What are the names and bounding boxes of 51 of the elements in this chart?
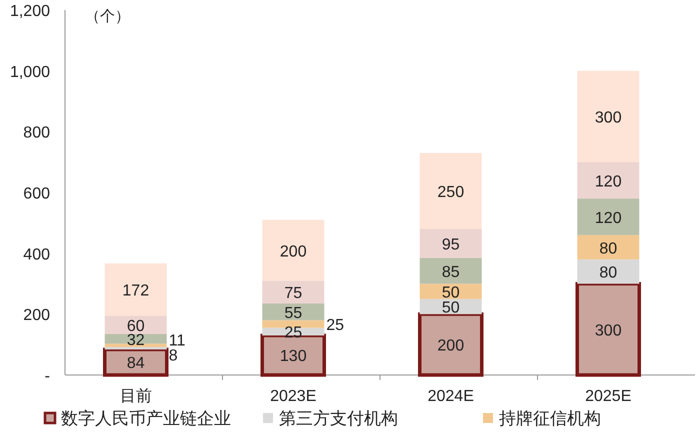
bar	[420, 152, 482, 229]
y-tick-label: 1,000	[10, 64, 50, 81]
y-tick-label: 600	[23, 186, 50, 202]
bar	[577, 259, 640, 284]
data-label: 200	[437, 338, 464, 355]
data-label: 300	[594, 109, 622, 126]
x-tick-label: 2025E	[585, 388, 632, 405]
data-label: 172	[122, 282, 150, 300]
data-label: 11	[168, 332, 186, 350]
bar	[262, 304, 324, 320]
data-label: 75	[284, 285, 302, 302]
bar	[262, 280, 324, 304]
y-tick-label: 1,200	[10, 3, 50, 20]
bar	[104, 263, 167, 316]
data-label: 300	[594, 322, 622, 340]
bar	[262, 320, 324, 328]
y-tick-label: 800	[23, 124, 50, 142]
data-label: 8	[168, 347, 178, 364]
data-label: 25	[326, 317, 344, 334]
y-tick-label: 400	[23, 246, 50, 264]
bar	[577, 70, 640, 162]
data-label: 80	[599, 240, 618, 258]
bar	[420, 258, 482, 284]
data-label: 200	[280, 243, 307, 260]
legend-label: 持牌征信机构	[499, 409, 601, 428]
data-label: 120	[594, 210, 622, 227]
data-label: 55	[284, 304, 302, 322]
x-tick-label: 2023E	[270, 388, 316, 405]
bar	[262, 220, 324, 281]
data-label: 50	[442, 284, 460, 302]
bar	[577, 162, 640, 199]
data-label: 95	[442, 236, 460, 254]
data-label: 85	[442, 264, 460, 281]
bar	[420, 229, 482, 258]
bar	[577, 235, 640, 260]
data-label: 250	[437, 184, 464, 201]
x-tick-label: 2024E	[428, 388, 474, 405]
bar	[577, 198, 640, 236]
legend-label: 第三方支付机构	[279, 409, 398, 428]
data-label: 80	[599, 264, 618, 282]
data-label: 84	[126, 355, 145, 372]
x-tick-label: 目前	[120, 387, 152, 405]
y-axis-title: （个）	[85, 8, 130, 25]
data-label: 50	[442, 300, 460, 317]
y-tick-label: 200	[23, 307, 50, 324]
legend-label: 数字人民币产业链企业	[61, 409, 231, 428]
y-tick-label: -	[44, 368, 50, 385]
data-label: 130	[280, 348, 307, 366]
bar	[104, 316, 167, 334]
bar	[104, 344, 167, 348]
data-label: 120	[594, 173, 622, 190]
